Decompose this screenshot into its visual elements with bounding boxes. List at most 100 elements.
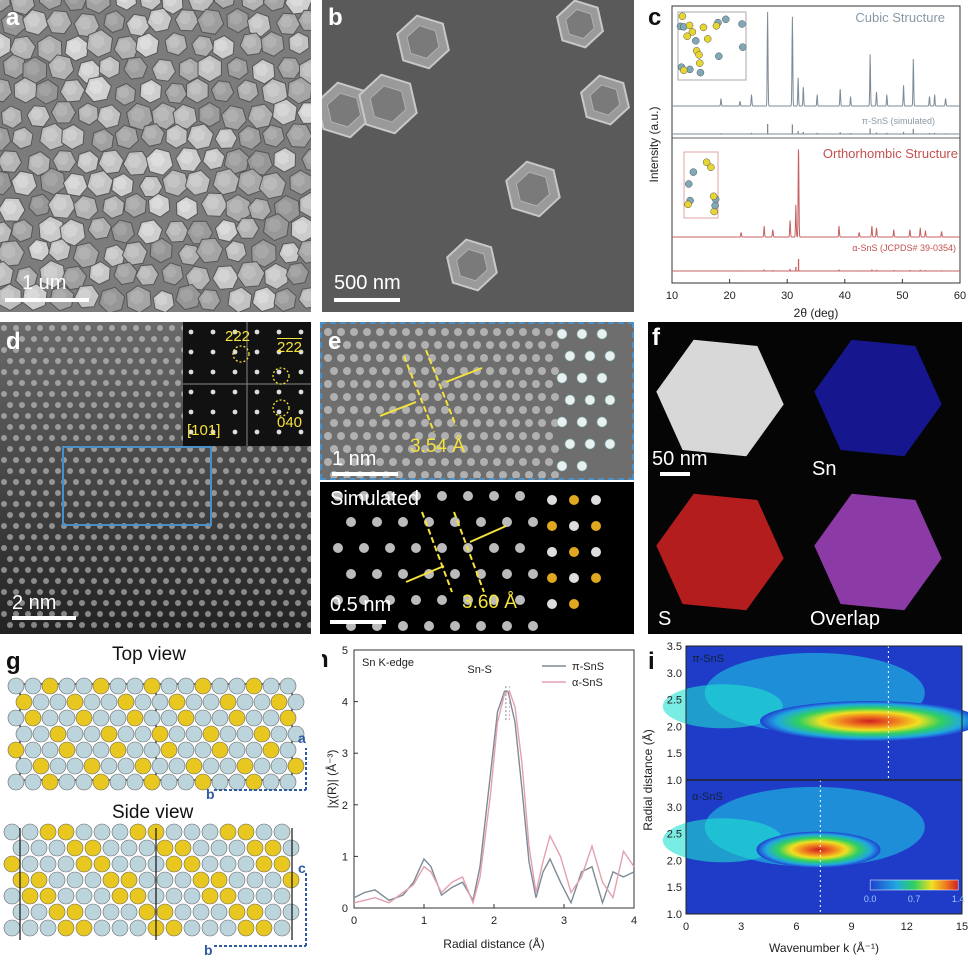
atom-column (506, 328, 514, 336)
particle-facet (65, 269, 79, 283)
atom-column (363, 432, 371, 440)
particle-facet (167, 36, 181, 48)
atom-column (235, 468, 241, 474)
atom-column (31, 424, 37, 430)
y-tick-label: 2 (342, 800, 348, 812)
atom-column (19, 446, 25, 452)
atom-column (247, 534, 253, 540)
atom (134, 725, 152, 743)
atom (262, 709, 280, 727)
particle-facet (100, 108, 114, 121)
particle-facet (52, 58, 66, 73)
atom-column (73, 369, 79, 375)
atom-column (127, 512, 133, 518)
fft-spot (232, 409, 238, 415)
atom-column (133, 391, 139, 397)
nanoparticle-center (456, 248, 488, 282)
atom-column (175, 622, 181, 628)
atom-column (97, 413, 103, 419)
atom-column (382, 367, 390, 375)
atom-column (223, 446, 229, 452)
atom-column (545, 406, 553, 414)
atom-column (519, 328, 527, 336)
atom-column (499, 393, 507, 401)
atom-column (217, 457, 223, 463)
atom (156, 839, 174, 857)
atom (21, 823, 39, 841)
atom (211, 741, 229, 759)
atom-column (247, 578, 253, 584)
atom-column (25, 347, 31, 353)
y-axis-label: Intensity (a.u.) (647, 106, 661, 182)
fft-spot (298, 369, 304, 375)
atom-column (253, 479, 259, 485)
atom-column (467, 328, 475, 336)
atom-column (19, 578, 25, 584)
atom-column (163, 380, 169, 386)
particle-facet (178, 11, 192, 25)
atom-column (337, 354, 345, 362)
particle-facet (0, 0, 4, 4)
atom-column (175, 534, 181, 540)
atom (219, 919, 237, 937)
atom (41, 677, 59, 695)
atom-column (61, 391, 67, 397)
atom-column (25, 479, 31, 485)
atom (219, 693, 237, 711)
atom-column (127, 380, 133, 386)
atom (695, 51, 703, 59)
atom-column (193, 589, 199, 595)
atom-column (519, 432, 527, 440)
atom-column (121, 545, 127, 551)
atom-column (369, 419, 377, 427)
atom-column (538, 367, 546, 375)
atom-column (229, 567, 235, 573)
atom-column (37, 435, 43, 441)
atom (66, 903, 84, 921)
atom (126, 709, 144, 727)
particle-facet (118, 39, 131, 53)
atom-column (121, 369, 127, 375)
atom-column (265, 523, 271, 529)
atom-column (415, 380, 423, 388)
atom (92, 709, 110, 727)
atom-column (151, 402, 157, 408)
atom-column (211, 534, 217, 540)
atom (93, 823, 111, 841)
atom-column (151, 358, 157, 364)
atom-column (307, 600, 311, 606)
atom-column (307, 534, 311, 540)
simulated-atom (411, 491, 421, 501)
atom-column (295, 534, 301, 540)
atom (683, 32, 691, 40)
atom-column (37, 589, 43, 595)
atom-column (324, 354, 332, 362)
region-box (62, 446, 212, 526)
atom-column (283, 622, 289, 628)
atom (41, 709, 59, 727)
legend-label: α-SnS (572, 677, 603, 689)
atom-column (1, 325, 7, 331)
y-tick-label: 2.0 (667, 855, 682, 867)
atom-column (139, 424, 145, 430)
atom (24, 709, 42, 727)
atom-column (428, 406, 436, 414)
fft-pattern (183, 322, 311, 446)
atom-column (103, 622, 109, 628)
atom-column (408, 341, 416, 349)
atom-column (199, 622, 205, 628)
atom-column (67, 380, 73, 386)
particle-facet (117, 265, 130, 278)
atom-column (253, 523, 259, 529)
atom-column (525, 419, 533, 427)
particle-facet (102, 153, 116, 167)
fft-spot (210, 409, 216, 415)
particle-facet (168, 127, 181, 141)
fft-spot (276, 409, 282, 415)
atom-column (91, 358, 97, 364)
atom-column (73, 479, 79, 485)
atom-column (473, 341, 481, 349)
atom (237, 855, 255, 873)
atom-column (49, 523, 55, 529)
atom-column (127, 358, 133, 364)
